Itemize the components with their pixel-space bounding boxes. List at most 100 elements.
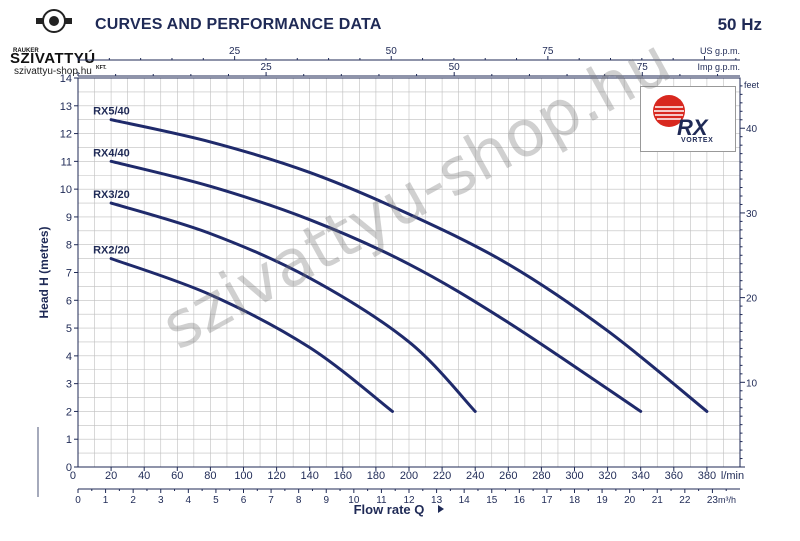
feet-tick-label: 30 xyxy=(746,209,758,220)
m3h-tick-label: 10 xyxy=(348,495,360,506)
brand-vortex-text: VORTEX xyxy=(681,137,714,144)
m3h-tick-label: 19 xyxy=(597,495,609,506)
y-tick-label: 5 xyxy=(66,323,72,335)
imp-gpm-tick-label: 25 xyxy=(261,62,273,73)
m3h-tick-label: 16 xyxy=(514,495,526,506)
y-tick-label: 6 xyxy=(66,295,72,307)
m3h-tick-label: 13 xyxy=(431,495,443,506)
y-tick-label: 13 xyxy=(60,101,72,113)
chart-axes xyxy=(37,56,745,497)
us-gpm-unit-label: US g.p.m. xyxy=(700,46,740,56)
us-gpm-tick-label: 50 xyxy=(386,46,398,57)
x-tick-label: 140 xyxy=(301,470,319,482)
series-label: RX3/20 xyxy=(93,189,130,201)
m3h-tick-label: 20 xyxy=(624,495,636,506)
x-tick-label: 380 xyxy=(698,470,716,482)
logo-suffix: KFT. xyxy=(96,65,107,71)
us-gpm-tick-label: 25 xyxy=(229,46,241,57)
frequency-label: 50 Hz xyxy=(717,15,762,34)
x-tick-label: 200 xyxy=(400,470,418,482)
m3h-tick-label: 9 xyxy=(323,495,329,506)
x-tick-label: 20 xyxy=(105,470,117,482)
feet-tick-label: 40 xyxy=(746,124,758,135)
brand-globe-icon xyxy=(653,95,685,127)
m3h-tick-label: 2 xyxy=(130,495,136,506)
x-tick-label: 240 xyxy=(466,470,484,482)
series-label: RX5/40 xyxy=(93,106,130,118)
brand-rx-text: RX xyxy=(677,115,708,140)
x-tick-label: 320 xyxy=(598,470,616,482)
x-tick-label: 260 xyxy=(499,470,517,482)
x-tick-label: 300 xyxy=(565,470,583,482)
x-tick-label: 180 xyxy=(367,470,385,482)
x-tick-label: 0 xyxy=(70,470,76,482)
y-tick-label: 4 xyxy=(66,351,72,363)
y-axis-label: Head H (metres) xyxy=(37,226,51,318)
m3h-tick-label: 8 xyxy=(296,495,302,506)
logo-site: szivattyu-shop.hu xyxy=(14,66,92,77)
y-tick-label: 0 xyxy=(66,462,72,474)
curve-rx2-20 xyxy=(109,257,394,413)
y-tick-label: 1 xyxy=(66,434,72,446)
m3h-tick-label: 4 xyxy=(186,495,192,506)
series-label: RX4/40 xyxy=(93,147,130,159)
imp-gpm-tick-label: 50 xyxy=(449,62,461,73)
y-tick-label: 2 xyxy=(66,406,72,418)
feet-tick-label: 20 xyxy=(746,294,758,305)
curve-rx3-20 xyxy=(109,201,477,413)
company-logo: RAUKER SZIVATTYÚ KFT. szivattyu-shop.hu xyxy=(4,8,114,78)
m3h-tick-label: 21 xyxy=(652,495,664,506)
logo-wordmark: SZIVATTYÚ xyxy=(10,50,96,67)
page-title: CURVES AND PERFORMANCE DATA xyxy=(95,16,382,33)
rx-vortex-logo: RX VORTEX xyxy=(640,86,736,152)
x-tick-label: 100 xyxy=(234,470,252,482)
x-tick-label: 280 xyxy=(532,470,550,482)
feet-tick-label: 10 xyxy=(746,378,758,389)
chart-grid xyxy=(78,78,740,467)
m3h-tick-label: 5 xyxy=(213,495,219,506)
m3h-tick-label: 7 xyxy=(268,495,274,506)
m3h-tick-label: 14 xyxy=(459,495,471,506)
m3h-tick-label: 3 xyxy=(158,495,164,506)
x-tick-label: 360 xyxy=(665,470,683,482)
y-tick-label: 10 xyxy=(60,184,72,196)
m3h-tick-label: 15 xyxy=(486,495,498,506)
x-tick-label: 60 xyxy=(171,470,183,482)
feet-unit-label: feet xyxy=(744,80,760,90)
m3h-unit-label: m³/h xyxy=(718,495,736,505)
series-label: RX2/20 xyxy=(93,245,130,257)
m3h-tick-label: 1 xyxy=(103,495,109,506)
m3h-tick-label: 0 xyxy=(75,495,81,506)
m3h-tick-label: 22 xyxy=(679,495,691,506)
m3h-tick-label: 17 xyxy=(541,495,553,506)
x-axis-arrow-icon xyxy=(438,505,444,513)
curve-rx5-40 xyxy=(109,118,709,413)
y-tick-label: 9 xyxy=(66,212,72,224)
x-tick-label: 340 xyxy=(632,470,650,482)
y-tick-label: 8 xyxy=(66,240,72,252)
x-tick-label: 160 xyxy=(334,470,352,482)
m3h-tick-label: 6 xyxy=(241,495,247,506)
x-tick-label: 120 xyxy=(267,470,285,482)
m3h-tick-label: 11 xyxy=(376,495,387,506)
y-tick-label: 14 xyxy=(60,73,72,85)
x-tick-label: 40 xyxy=(138,470,150,482)
logo-maker: RAUKER xyxy=(13,48,39,54)
x-axis-label: Flow rate Q xyxy=(354,502,425,517)
chart-curves xyxy=(109,118,709,413)
x-unit-label: l/min xyxy=(721,470,744,482)
y-tick-label: 11 xyxy=(61,156,72,168)
imp-gpm-tick-label: 75 xyxy=(637,62,649,73)
y-tick-label: 7 xyxy=(66,268,72,280)
pump-icon xyxy=(36,9,72,33)
curve-rx4-40 xyxy=(109,159,643,413)
m3h-tick-label: 23 xyxy=(707,495,719,506)
y-tick-label: 3 xyxy=(66,379,72,391)
y-tick-label: 12 xyxy=(60,129,72,141)
imp-gpm-unit-label: Imp g.p.m. xyxy=(697,62,740,72)
m3h-tick-label: 18 xyxy=(569,495,581,506)
m3h-tick-label: 12 xyxy=(403,495,415,506)
